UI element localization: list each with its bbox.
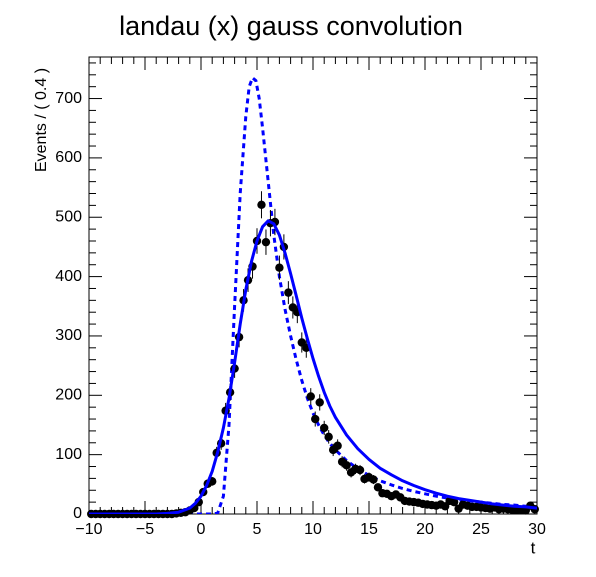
data-point bbox=[261, 237, 271, 247]
data-point bbox=[257, 200, 266, 209]
y-tick-label: 200 bbox=[55, 387, 82, 404]
y-tick-label: 100 bbox=[55, 446, 82, 463]
data-point bbox=[311, 414, 320, 424]
x-tick-label: −10 bbox=[75, 521, 102, 538]
convolution-fit-curve bbox=[89, 219, 537, 514]
y-tick-label: 500 bbox=[55, 208, 82, 225]
data-point bbox=[324, 432, 333, 442]
data-point bbox=[275, 263, 284, 272]
x-tick-label: 10 bbox=[304, 521, 322, 538]
data-point bbox=[333, 441, 342, 450]
y-tick-label: 700 bbox=[55, 90, 82, 107]
data-point bbox=[373, 483, 383, 492]
data-point bbox=[306, 392, 315, 401]
y-tick-label: 600 bbox=[55, 149, 82, 166]
data-point bbox=[320, 423, 329, 433]
data-point bbox=[342, 461, 351, 470]
y-tick-label: 400 bbox=[55, 268, 82, 285]
x-axis-label: t bbox=[531, 538, 536, 557]
data-point bbox=[315, 398, 324, 407]
data-point bbox=[355, 465, 365, 475]
y-axis-label: Events / ( 0.4 ) bbox=[33, 68, 50, 172]
x-tick-label: 15 bbox=[360, 521, 378, 538]
plot-frame bbox=[88, 56, 538, 515]
landau-dashed-curve bbox=[89, 76, 537, 514]
x-tick-label: −5 bbox=[136, 521, 154, 538]
x-tick-label: 0 bbox=[197, 521, 206, 538]
y-tick-label: 300 bbox=[55, 327, 82, 344]
x-tick-label: 20 bbox=[416, 521, 434, 538]
x-tick-label: 30 bbox=[528, 521, 546, 538]
data-point bbox=[449, 497, 459, 507]
x-tick-label: 5 bbox=[253, 521, 262, 538]
data-point bbox=[284, 288, 293, 297]
data-point bbox=[369, 475, 378, 484]
x-tick-label: 25 bbox=[472, 521, 490, 538]
chart-title: landau (x) gauss convolution bbox=[119, 11, 463, 41]
y-tick-label: 0 bbox=[73, 505, 82, 522]
